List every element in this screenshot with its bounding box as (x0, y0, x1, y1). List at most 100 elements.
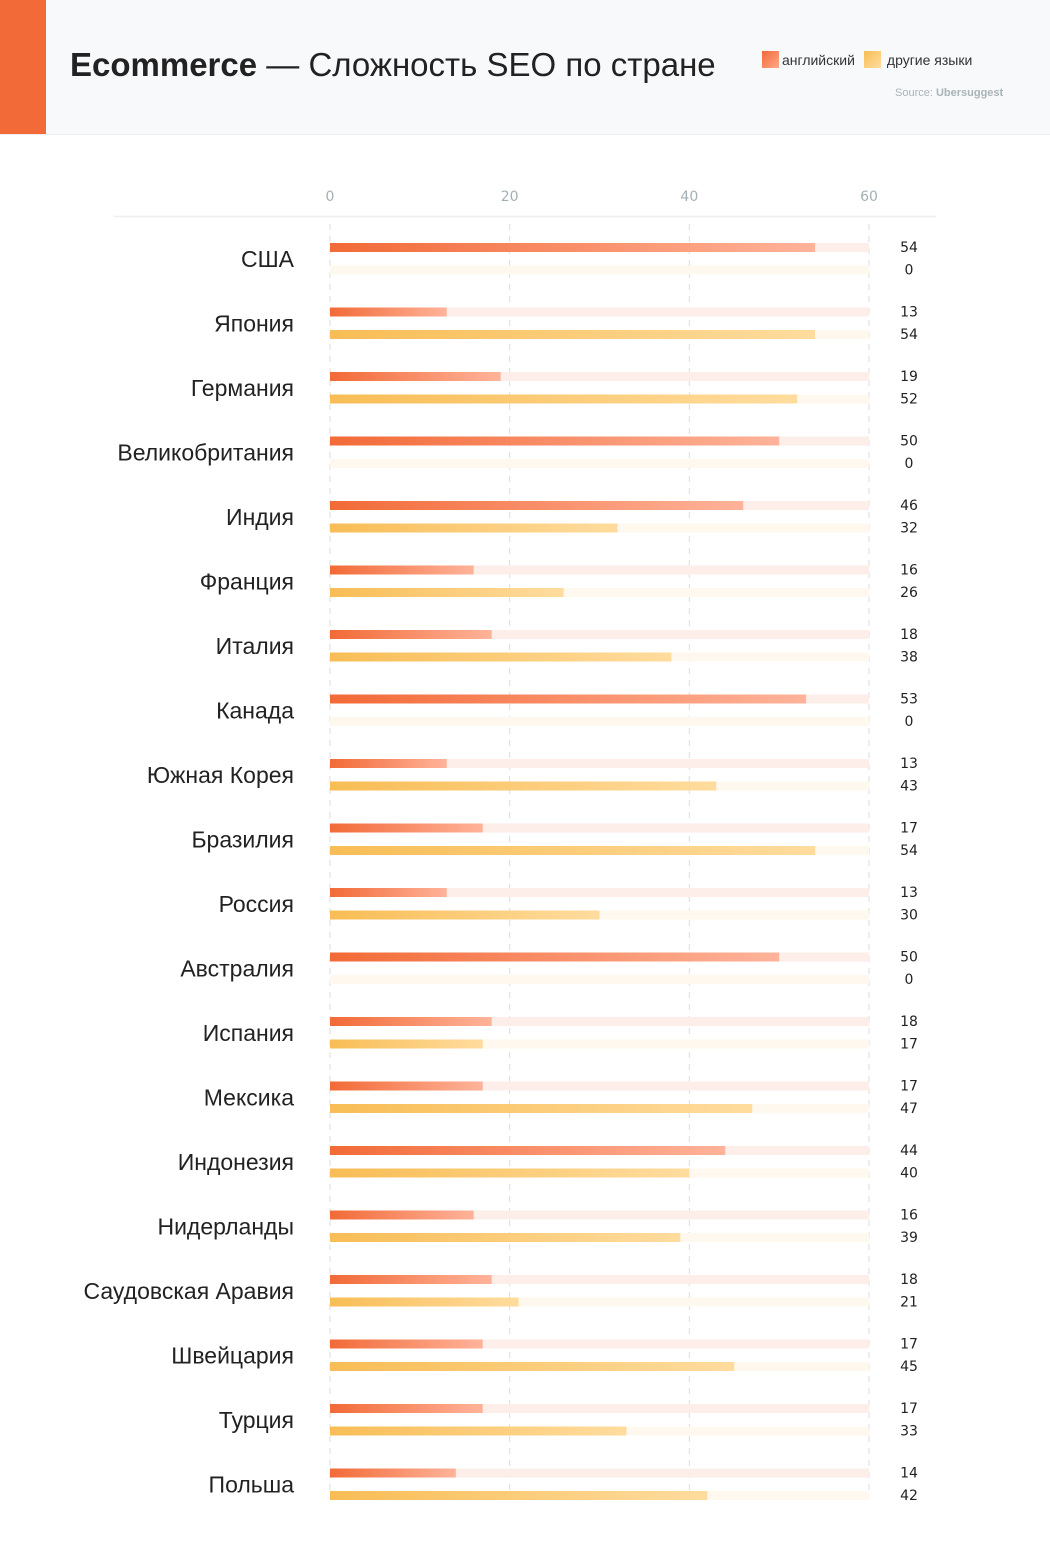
country-label: Турция (219, 1407, 294, 1433)
value-label-other: 33 (900, 1424, 918, 1440)
bar-english (330, 1146, 726, 1155)
country-label: Нидерланды (157, 1214, 294, 1240)
country-label: Польша (209, 1472, 295, 1498)
value-label-english: 13 (900, 756, 918, 772)
bar-english (330, 501, 744, 510)
value-label-other: 17 (900, 1037, 918, 1053)
value-label-other: 47 (900, 1101, 918, 1117)
bar-track-english (330, 372, 869, 381)
bar-other (330, 1426, 627, 1436)
value-label-english: 17 (900, 1401, 918, 1417)
legend-swatch-english (762, 51, 779, 68)
bar-english (330, 307, 447, 317)
bar-other (330, 1297, 519, 1307)
value-label-english: 16 (900, 1208, 918, 1224)
value-label-english: 46 (900, 498, 918, 514)
legend-label-english: английский (782, 51, 855, 68)
bar-other (330, 910, 600, 920)
value-label-english: 18 (900, 1272, 918, 1288)
bar-other (330, 394, 798, 404)
x-tick-label: 0 (326, 189, 335, 205)
country-label: Индонезия (178, 1149, 294, 1175)
value-label-other: 52 (900, 392, 918, 408)
bar-track-other (330, 975, 869, 984)
value-label-english: 18 (900, 627, 918, 643)
chart-title: Ecommerce — Сложность SEO по стране (70, 46, 716, 83)
bar-track-other (330, 588, 869, 597)
value-label-other: 26 (900, 585, 918, 601)
value-label-other: 39 (900, 1230, 918, 1246)
x-tick-label: 40 (680, 189, 698, 205)
bar-track-other (330, 265, 869, 275)
country-label: Италия (216, 633, 294, 659)
bar-other (330, 1104, 753, 1113)
bar-english (330, 1017, 492, 1026)
value-label-english: 17 (900, 821, 918, 837)
value-label-english: 14 (900, 1466, 918, 1482)
value-label-english: 18 (900, 1014, 918, 1030)
source: Source: Ubersuggest (895, 87, 1004, 99)
bar-track-other (330, 717, 869, 726)
bar-english (330, 1275, 492, 1284)
bar-other (330, 652, 672, 662)
bar-track-other (330, 1039, 869, 1049)
bar-track-english (330, 823, 869, 833)
bar-track-english (330, 565, 869, 575)
value-label-other: 42 (900, 1488, 918, 1504)
country-label: Великобритания (117, 440, 294, 466)
value-label-other: 38 (900, 650, 918, 666)
bar-english (330, 1339, 483, 1349)
value-label-other: 54 (900, 843, 918, 859)
accent-bar (0, 0, 46, 134)
value-label-english: 16 (900, 563, 918, 579)
bar-other (330, 588, 564, 597)
bar-track-english (330, 1017, 869, 1026)
bar-track-other (330, 1297, 869, 1307)
bar-track-english (330, 1404, 869, 1413)
country-label: Южная Корея (147, 762, 294, 788)
value-label-other: 32 (900, 521, 918, 537)
value-label-english: 17 (900, 1079, 918, 1095)
value-label-other: 43 (900, 779, 918, 795)
country-label: Германия (191, 375, 294, 401)
country-label: Япония (214, 311, 294, 337)
bar-track-english (330, 1275, 869, 1284)
bar-track-english (330, 1081, 869, 1091)
bar-english (330, 630, 492, 639)
bar-track-english (330, 1210, 869, 1220)
value-label-english: 50 (900, 950, 918, 966)
bar-english (330, 1468, 456, 1478)
country-label: Канада (216, 698, 294, 724)
bar-english (330, 243, 816, 252)
bar-english (330, 1081, 483, 1091)
value-label-english: 53 (900, 692, 918, 708)
country-label: Бразилия (191, 827, 294, 853)
bar-english (330, 952, 780, 962)
value-label-english: 17 (900, 1337, 918, 1353)
legend: английский другие языки (762, 51, 972, 68)
bar-other (330, 1362, 735, 1371)
country-label: Австралия (180, 956, 294, 982)
bar-track-english (330, 759, 869, 768)
bar-track-english (330, 307, 869, 317)
value-label-other: 54 (900, 327, 918, 343)
bar-english (330, 372, 501, 381)
bar-track-english (330, 1468, 869, 1478)
country-label: Россия (219, 891, 294, 917)
bar-english (330, 565, 474, 575)
x-tick-label: 20 (501, 189, 519, 205)
country-label: Франция (200, 569, 294, 595)
value-label-other: 0 (905, 456, 914, 472)
bar-track-other (330, 459, 869, 468)
bar-other (330, 846, 816, 855)
bar-english (330, 1210, 474, 1220)
bar-other (330, 1491, 708, 1500)
x-tick-label: 60 (860, 189, 878, 205)
bar-track-english (330, 888, 869, 897)
bar-track-english (330, 630, 869, 639)
value-label-other: 40 (900, 1166, 918, 1182)
country-label: Швейцария (171, 1343, 294, 1369)
bar-track-english (330, 1339, 869, 1349)
bar-english (330, 1404, 483, 1413)
